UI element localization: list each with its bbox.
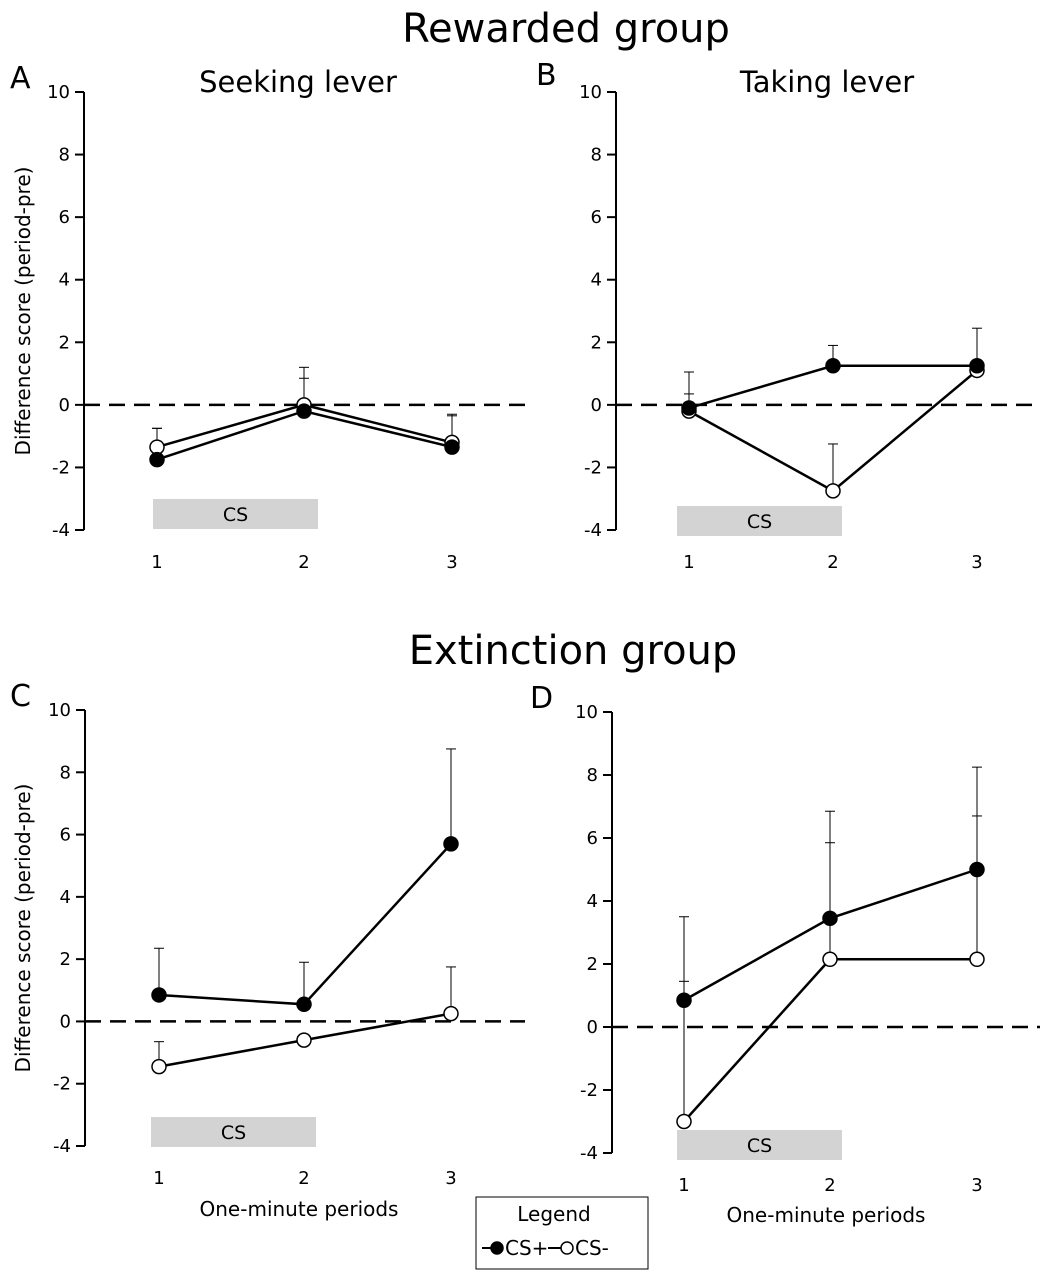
point-CS--1 bbox=[676, 1113, 692, 1130]
cs-bar bbox=[677, 1130, 842, 1160]
point-CS+-3 bbox=[969, 358, 985, 374]
point-CS+-1 bbox=[151, 987, 167, 1003]
panel-letter: D bbox=[530, 681, 553, 716]
point-CS+-1 bbox=[681, 400, 697, 416]
panel-letter: C bbox=[10, 679, 31, 714]
y-tick-label: -4 bbox=[53, 1136, 71, 1157]
y-tick-label: 0 bbox=[587, 1017, 598, 1038]
y-tick-label: 6 bbox=[591, 207, 602, 228]
y-tick-label: -4 bbox=[580, 1143, 598, 1164]
point-CS+-3 bbox=[969, 861, 985, 878]
y-tick-label: 4 bbox=[591, 270, 602, 291]
panel-title: Seeking lever bbox=[199, 65, 397, 99]
point-CS+-2 bbox=[822, 910, 838, 927]
point-CS+-1 bbox=[676, 992, 692, 1008]
panel-title: Taking lever bbox=[739, 65, 914, 99]
y-tick-label: 0 bbox=[60, 1011, 71, 1032]
y-tick-label: -2 bbox=[580, 1080, 598, 1101]
legend-label-CS+: CS+ bbox=[505, 1236, 548, 1260]
y-tick-label: 4 bbox=[60, 887, 71, 908]
x-tick-label: 1 bbox=[151, 552, 162, 573]
y-tick-label: -4 bbox=[52, 520, 70, 541]
group-title-extinction: Extinction group bbox=[409, 628, 738, 674]
cs-bar-label: CS bbox=[221, 1122, 246, 1144]
x-tick-label: 3 bbox=[446, 552, 457, 573]
y-tick-label: 2 bbox=[59, 332, 70, 353]
legend-marker-CS+ bbox=[490, 1241, 504, 1255]
point-CS+-3 bbox=[444, 439, 460, 455]
y-tick-label: 10 bbox=[579, 82, 602, 103]
y-tick-label: -4 bbox=[584, 520, 602, 541]
cs-bar-label: CS bbox=[223, 504, 248, 526]
panel-letter: B bbox=[536, 58, 557, 93]
y-tick-label: -2 bbox=[53, 1074, 71, 1095]
y-tick-label: 2 bbox=[60, 949, 71, 970]
cs-bar bbox=[151, 1117, 316, 1147]
series-line-CS- bbox=[683, 958, 977, 1123]
y-tick-label: 8 bbox=[59, 145, 70, 166]
legend: Legend CS+ CS- bbox=[475, 1196, 649, 1270]
y-tick-label: 4 bbox=[587, 891, 598, 912]
point-CS+-3 bbox=[443, 836, 459, 852]
point-CS--2 bbox=[822, 951, 838, 968]
legend-label-CS-: CS- bbox=[575, 1236, 609, 1260]
point-CS+-2 bbox=[825, 358, 841, 374]
y-tick-label: 8 bbox=[587, 765, 598, 786]
x-tick-label: 2 bbox=[827, 552, 838, 573]
y-tick-label: 2 bbox=[591, 332, 602, 353]
y-tick-label: 4 bbox=[59, 270, 70, 291]
y-tick-label: 6 bbox=[59, 207, 70, 228]
cs-bar bbox=[153, 499, 318, 529]
x-tick-label: 3 bbox=[971, 552, 982, 573]
x-tick-label: 1 bbox=[153, 1168, 164, 1189]
y-tick-label: 8 bbox=[591, 145, 602, 166]
point-CS--3 bbox=[443, 1005, 459, 1022]
group-title-rewarded: Rewarded group bbox=[402, 6, 730, 52]
cs-bar-label: CS bbox=[747, 511, 772, 533]
y-tick-label: 0 bbox=[591, 395, 602, 416]
point-CS+-2 bbox=[296, 403, 312, 419]
legend-marker-CS- bbox=[560, 1241, 574, 1255]
point-CS--1 bbox=[151, 1058, 167, 1075]
y-axis-label: Difference score (period-pre) bbox=[11, 167, 35, 456]
y-tick-label: 6 bbox=[60, 825, 71, 846]
x-tick-label: 1 bbox=[678, 1175, 689, 1196]
cs-bar bbox=[677, 506, 842, 536]
point-CS--3 bbox=[969, 951, 985, 968]
x-tick-label: 1 bbox=[683, 552, 694, 573]
point-CS+-2 bbox=[296, 996, 312, 1013]
x-tick-label: 2 bbox=[298, 552, 309, 573]
x-tick-label: 2 bbox=[824, 1175, 835, 1196]
y-tick-label: -2 bbox=[52, 457, 70, 478]
y-tick-label: 10 bbox=[47, 82, 70, 103]
x-tick-label: 3 bbox=[445, 1168, 456, 1189]
y-tick-label: 6 bbox=[587, 828, 598, 849]
y-tick-label: 10 bbox=[575, 702, 598, 723]
x-tick-label: 2 bbox=[298, 1168, 309, 1189]
point-CS+-1 bbox=[149, 451, 165, 468]
y-tick-label: 8 bbox=[60, 762, 71, 783]
y-tick-label: -2 bbox=[584, 457, 602, 478]
series-line-CS+ bbox=[158, 843, 452, 1006]
panel-letter: A bbox=[10, 61, 31, 96]
cs-bar-label: CS bbox=[747, 1135, 772, 1157]
y-axis-label: Difference score (period-pre) bbox=[11, 784, 35, 1073]
point-CS--2 bbox=[296, 1032, 312, 1048]
point-CS--2 bbox=[825, 483, 841, 499]
x-axis-label: One-minute periods bbox=[727, 1203, 926, 1227]
y-tick-label: 0 bbox=[59, 395, 70, 416]
legend-title: Legend bbox=[517, 1202, 590, 1226]
x-axis-label: One-minute periods bbox=[200, 1197, 399, 1221]
y-tick-label: 2 bbox=[587, 954, 598, 975]
y-tick-label: 10 bbox=[48, 700, 71, 721]
legend-box bbox=[475, 1196, 649, 1270]
x-tick-label: 3 bbox=[971, 1175, 982, 1196]
